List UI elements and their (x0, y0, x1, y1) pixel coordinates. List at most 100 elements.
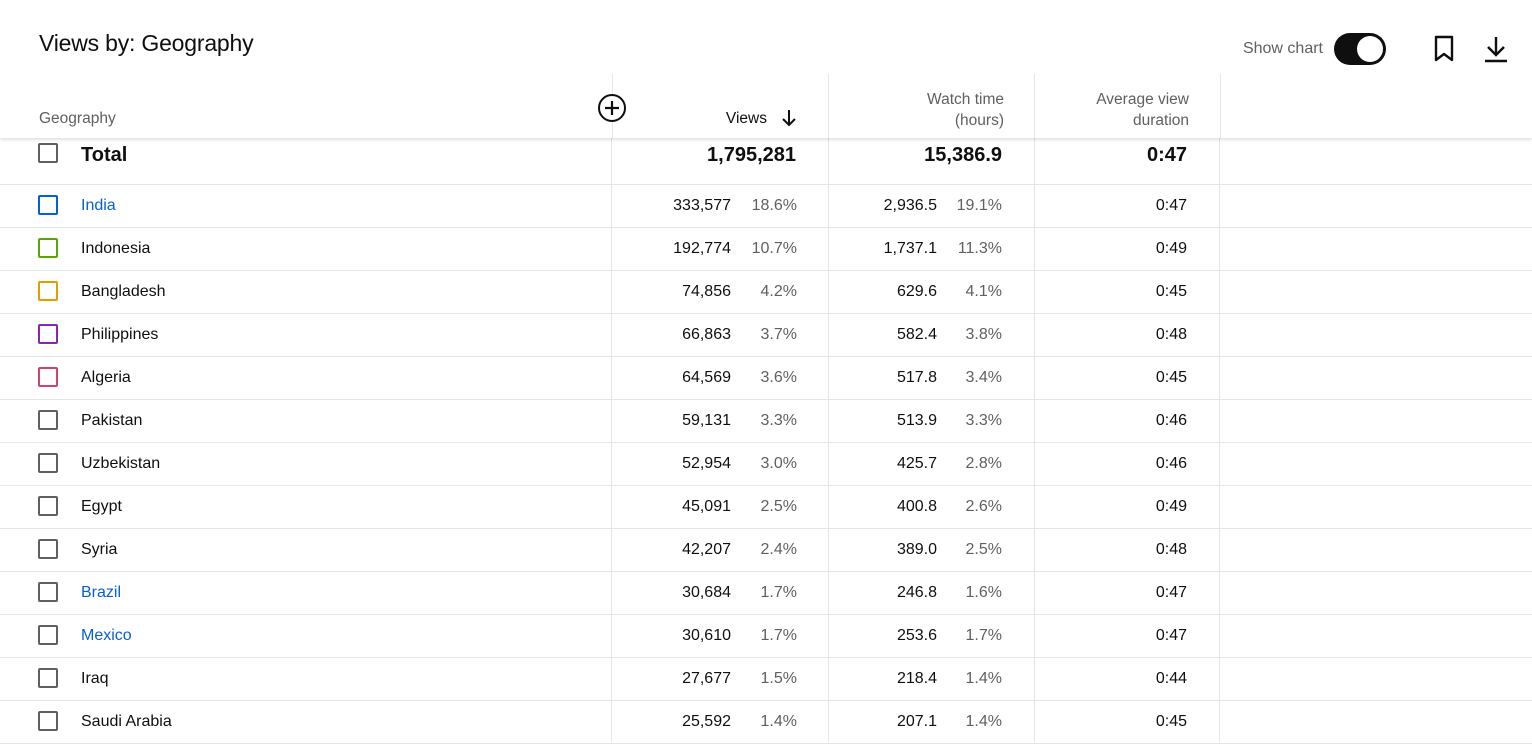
geography-name: Indonesia (81, 240, 151, 257)
row-checkbox[interactable] (38, 410, 58, 430)
views-percent: 1.4% (760, 713, 797, 730)
geography-name: Iraq (81, 670, 109, 687)
table-row: India 333,577 18.6% 2,936.5 19.1% 0:47 (0, 185, 1532, 228)
views-percent: 1.5% (760, 670, 797, 687)
total-watch-time: 15,386.9 (924, 144, 1002, 166)
geography-name: Syria (81, 541, 118, 558)
views-percent: 3.6% (760, 369, 797, 386)
column-divider (1219, 138, 1220, 742)
avg-duration-value: 0:48 (1155, 541, 1187, 558)
table-row: Pakistan 59,131 3.3% 513.9 3.3% 0:46 (0, 400, 1532, 443)
table-row: Mexico 30,610 1.7% 253.6 1.7% 0:47 (0, 615, 1532, 658)
avg-duration-value: 0:46 (1155, 412, 1187, 429)
table-row: Bangladesh 74,856 4.2% 629.6 4.1% 0:45 (0, 271, 1532, 314)
column-header-views[interactable]: Views (612, 74, 829, 138)
table-row: Philippines 66,863 3.7% 582.4 3.8% 0:48 (0, 314, 1532, 357)
watch-time-percent: 19.1% (956, 197, 1002, 214)
watch-time-value: 582.4 (896, 326, 937, 343)
table-body: India 333,577 18.6% 2,936.5 19.1% 0:47 Indones… (0, 185, 1532, 744)
views-value: 25,592 (682, 713, 731, 730)
add-column-icon[interactable] (597, 93, 627, 123)
table-row: Saudi Arabia 25,592 1.4% 207.1 1.4% 0:45 (0, 701, 1532, 744)
column-header-average-view-duration[interactable]: Average view duration (1034, 74, 1221, 138)
avg-duration-value: 0:44 (1155, 670, 1187, 687)
views-percent: 1.7% (760, 584, 797, 601)
row-checkbox[interactable] (38, 668, 58, 688)
row-checkbox[interactable] (38, 238, 58, 258)
row-checkbox[interactable] (38, 281, 58, 301)
watch-time-percent: 3.3% (965, 412, 1002, 429)
row-checkbox[interactable] (38, 625, 58, 645)
avg-duration-value: 0:47 (1155, 627, 1187, 644)
watch-time-value: 207.1 (896, 713, 937, 730)
bookmark-icon (1434, 35, 1454, 62)
views-value: 45,091 (682, 498, 731, 515)
column-divider (611, 138, 612, 742)
views-percent: 3.0% (760, 455, 797, 472)
views-value: 27,677 (682, 670, 731, 687)
watch-time-percent: 1.4% (965, 713, 1002, 730)
total-label: Total (81, 144, 128, 166)
views-value: 64,569 (682, 369, 731, 386)
watch-time-value: 389.0 (896, 541, 937, 558)
table-row: Syria 42,207 2.4% 389.0 2.5% 0:48 (0, 529, 1532, 572)
geography-name: Algeria (81, 369, 131, 386)
avg-duration-value: 0:49 (1155, 498, 1187, 515)
row-checkbox[interactable] (38, 539, 58, 559)
views-percent: 2.4% (760, 541, 797, 558)
watch-time-value: 513.9 (896, 412, 937, 429)
avg-header-line1: Average view (1096, 91, 1189, 108)
avg-duration-value: 0:49 (1155, 240, 1187, 257)
watch-time-percent: 2.5% (965, 541, 1002, 558)
geography-name: Bangladesh (81, 283, 166, 300)
watch-time-value: 1,737.1 (883, 240, 937, 257)
toolbar: Show chart (1243, 30, 1512, 68)
views-percent: 10.7% (751, 240, 797, 257)
views-percent: 3.3% (760, 412, 797, 429)
views-percent: 18.6% (751, 197, 797, 214)
geography-name: Saudi Arabia (81, 713, 172, 730)
table-row: Egypt 45,091 2.5% 400.8 2.6% 0:49 (0, 486, 1532, 529)
row-checkbox[interactable] (38, 453, 58, 473)
table-row: Uzbekistan 52,954 3.0% 425.7 2.8% 0:46 (0, 443, 1532, 486)
table-row: Iraq 27,677 1.5% 218.4 1.4% 0:44 (0, 658, 1532, 701)
download-button[interactable] (1480, 33, 1512, 65)
show-chart-toggle[interactable] (1334, 33, 1386, 65)
bookmark-button[interactable] (1428, 33, 1460, 65)
row-checkbox[interactable] (38, 711, 58, 731)
geography-name: Pakistan (81, 412, 143, 429)
watch-time-percent: 1.4% (965, 670, 1002, 687)
watch-time-value: 246.8 (896, 584, 937, 601)
views-value: 42,207 (682, 541, 731, 558)
row-checkbox[interactable] (38, 195, 58, 215)
views-header-label: Views (725, 110, 767, 127)
geography-name[interactable]: India (81, 197, 116, 214)
toggle-knob (1357, 36, 1383, 62)
views-value: 52,954 (682, 455, 731, 472)
table-row: Algeria 64,569 3.6% 517.8 3.4% 0:45 (0, 357, 1532, 400)
avg-duration-value: 0:45 (1155, 283, 1187, 300)
row-checkbox[interactable] (38, 582, 58, 602)
row-checkbox[interactable] (38, 367, 58, 387)
watch-time-percent: 1.6% (965, 584, 1002, 601)
views-value: 74,856 (682, 283, 731, 300)
watch-time-percent: 4.1% (965, 283, 1002, 300)
row-checkbox[interactable] (38, 496, 58, 516)
column-header-watch-time[interactable]: Watch time (hours) (828, 74, 1035, 138)
watch-time-percent: 1.7% (965, 627, 1002, 644)
watch-time-value: 2,936.5 (883, 197, 937, 214)
views-percent: 2.5% (760, 498, 797, 515)
geography-name[interactable]: Mexico (81, 627, 132, 644)
row-checkbox[interactable] (38, 324, 58, 344)
geography-name[interactable]: Brazil (81, 584, 122, 601)
views-value: 192,774 (673, 240, 731, 257)
views-value: 66,863 (682, 326, 731, 343)
avg-duration-value: 0:47 (1155, 197, 1187, 214)
avg-duration-value: 0:45 (1155, 713, 1187, 730)
watch-time-value: 218.4 (896, 670, 937, 687)
total-checkbox[interactable] (38, 143, 58, 163)
watch-time-percent: 3.8% (965, 326, 1002, 343)
avg-header-line2: duration (1132, 112, 1189, 129)
watch-time-value: 400.8 (896, 498, 937, 515)
views-value: 30,684 (682, 584, 731, 601)
